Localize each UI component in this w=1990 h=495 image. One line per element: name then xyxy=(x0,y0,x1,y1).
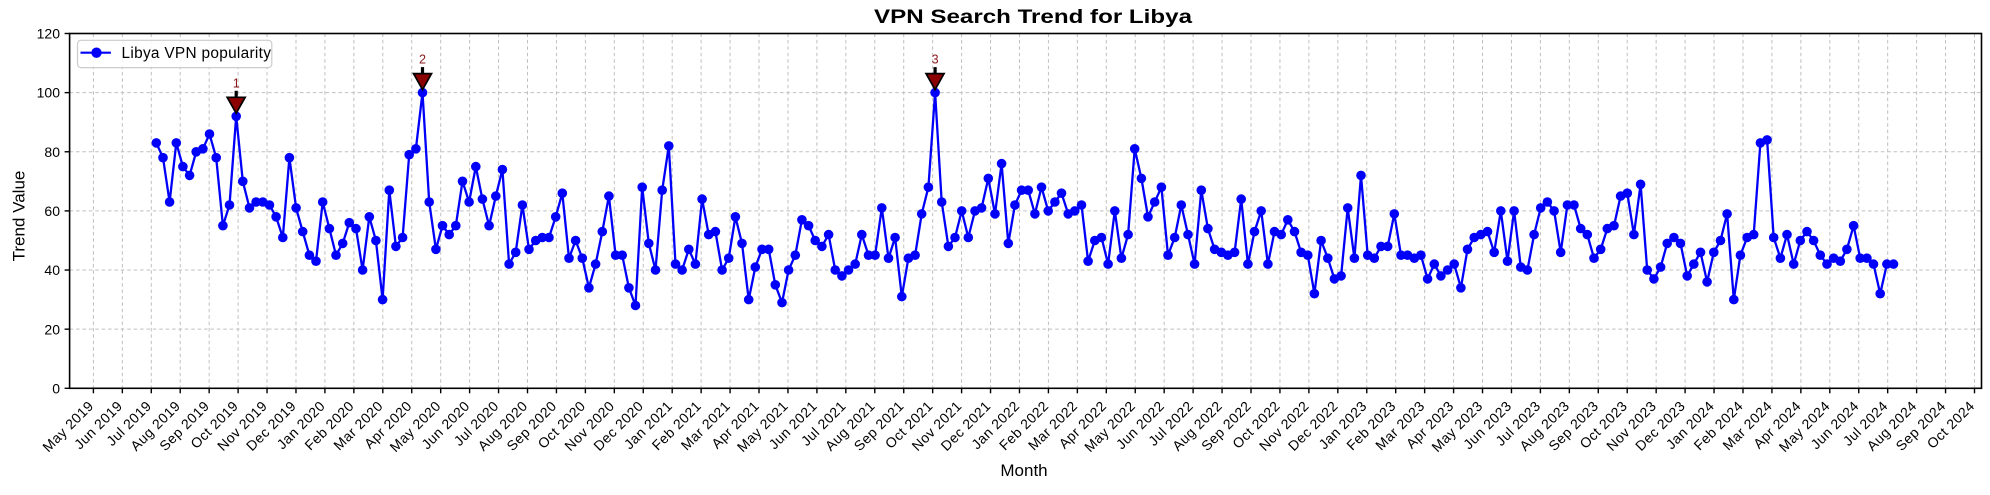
svg-text:100: 100 xyxy=(37,85,61,101)
svg-text:20: 20 xyxy=(44,321,60,337)
svg-text:1: 1 xyxy=(233,76,240,90)
svg-text:Trend Value: Trend Value xyxy=(10,171,29,262)
svg-text:VPN Search Trend for Libya: VPN Search Trend for Libya xyxy=(874,6,1193,28)
svg-text:120: 120 xyxy=(37,26,61,42)
svg-text:Month: Month xyxy=(1000,461,1047,480)
svg-text:80: 80 xyxy=(44,144,60,160)
svg-text:Libya VPN popularity: Libya VPN popularity xyxy=(122,45,272,62)
svg-text:2: 2 xyxy=(419,53,426,67)
svg-text:0: 0 xyxy=(52,380,60,396)
svg-text:60: 60 xyxy=(44,203,60,219)
svg-text:3: 3 xyxy=(932,53,939,67)
svg-text:40: 40 xyxy=(44,262,60,278)
